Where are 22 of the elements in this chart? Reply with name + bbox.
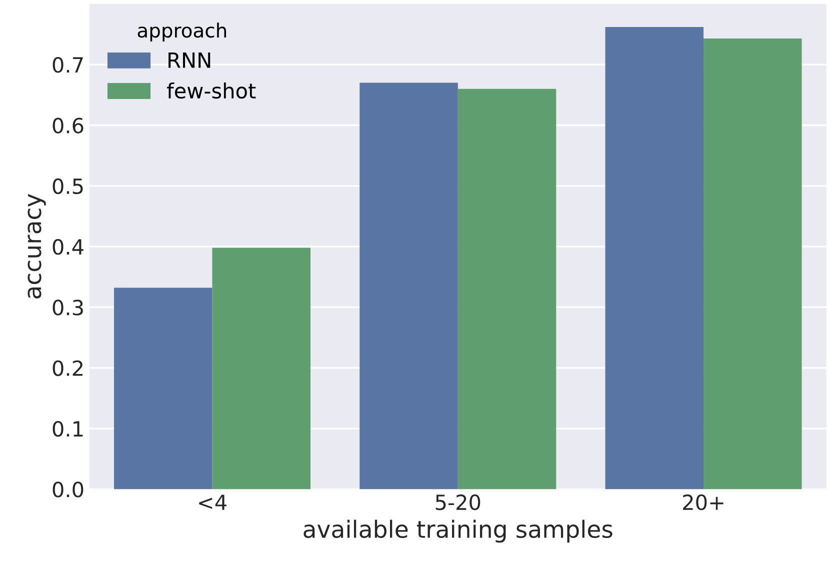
x-tick-label: 20+ bbox=[683, 494, 724, 510]
y-tick-label: 0.4 bbox=[52, 239, 84, 255]
y-tick-label: 0.7 bbox=[52, 57, 83, 73]
y-tick-label: 0.6 bbox=[52, 118, 84, 134]
y-tick-label: 0.2 bbox=[52, 360, 82, 376]
x-tick-label: 5-20 bbox=[436, 494, 480, 510]
bar bbox=[360, 82, 458, 490]
x-axis-title: available training samples bbox=[304, 520, 612, 543]
bar bbox=[704, 38, 802, 490]
bar bbox=[114, 288, 212, 490]
y-tick-label: 0.1 bbox=[52, 420, 83, 437]
y-tick-label: 0.3 bbox=[52, 300, 83, 316]
y-axis-title: accuracy bbox=[28, 194, 46, 298]
bar bbox=[458, 88, 556, 490]
y-tick-label: 0.0 bbox=[52, 482, 84, 498]
legend-label: few-shot bbox=[166, 82, 256, 99]
bar bbox=[605, 26, 704, 490]
legend-label: RNN bbox=[168, 52, 210, 68]
legend-title: approach bbox=[138, 22, 226, 42]
bar bbox=[212, 248, 310, 490]
x-tick-label: <4 bbox=[199, 494, 226, 510]
y-tick-label: 0.5 bbox=[52, 178, 83, 194]
